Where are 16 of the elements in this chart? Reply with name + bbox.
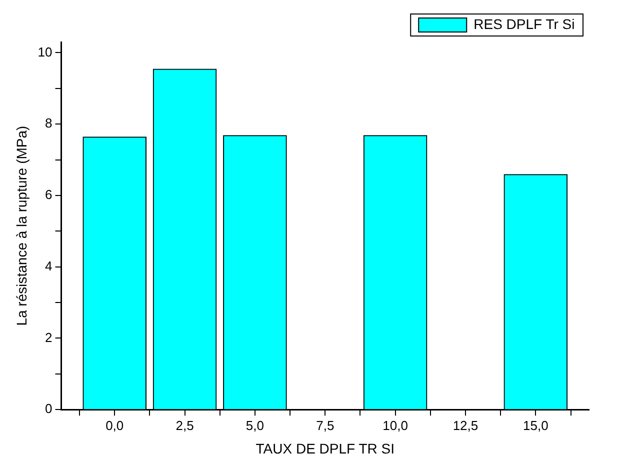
y-tick-label: 4 <box>45 258 52 274</box>
x-tick-label: 2,5 <box>176 418 194 433</box>
y-tick-label: 2 <box>45 330 52 345</box>
legend-label: RES DPLF Tr Si <box>474 16 575 32</box>
y-tick-label: 0 <box>45 401 52 416</box>
x-tick-label: 0,0 <box>106 418 124 433</box>
x-tick-label: 7,5 <box>316 418 334 433</box>
y-tick-label: 8 <box>45 116 52 131</box>
y-axis-title: La résistance à la rupture (MPa) <box>13 126 30 326</box>
y-tick-label: 6 <box>45 187 52 202</box>
x-tick-label: 15,0 <box>523 418 548 433</box>
x-axis-title: TAUX DE DPLF TR SI <box>256 440 394 456</box>
x-tick-label: 12,5 <box>452 418 478 433</box>
x-tick-label: 10,0 <box>382 418 408 433</box>
x-tick-label: 5,0 <box>246 418 264 433</box>
y-tick-label: 10 <box>38 44 52 60</box>
